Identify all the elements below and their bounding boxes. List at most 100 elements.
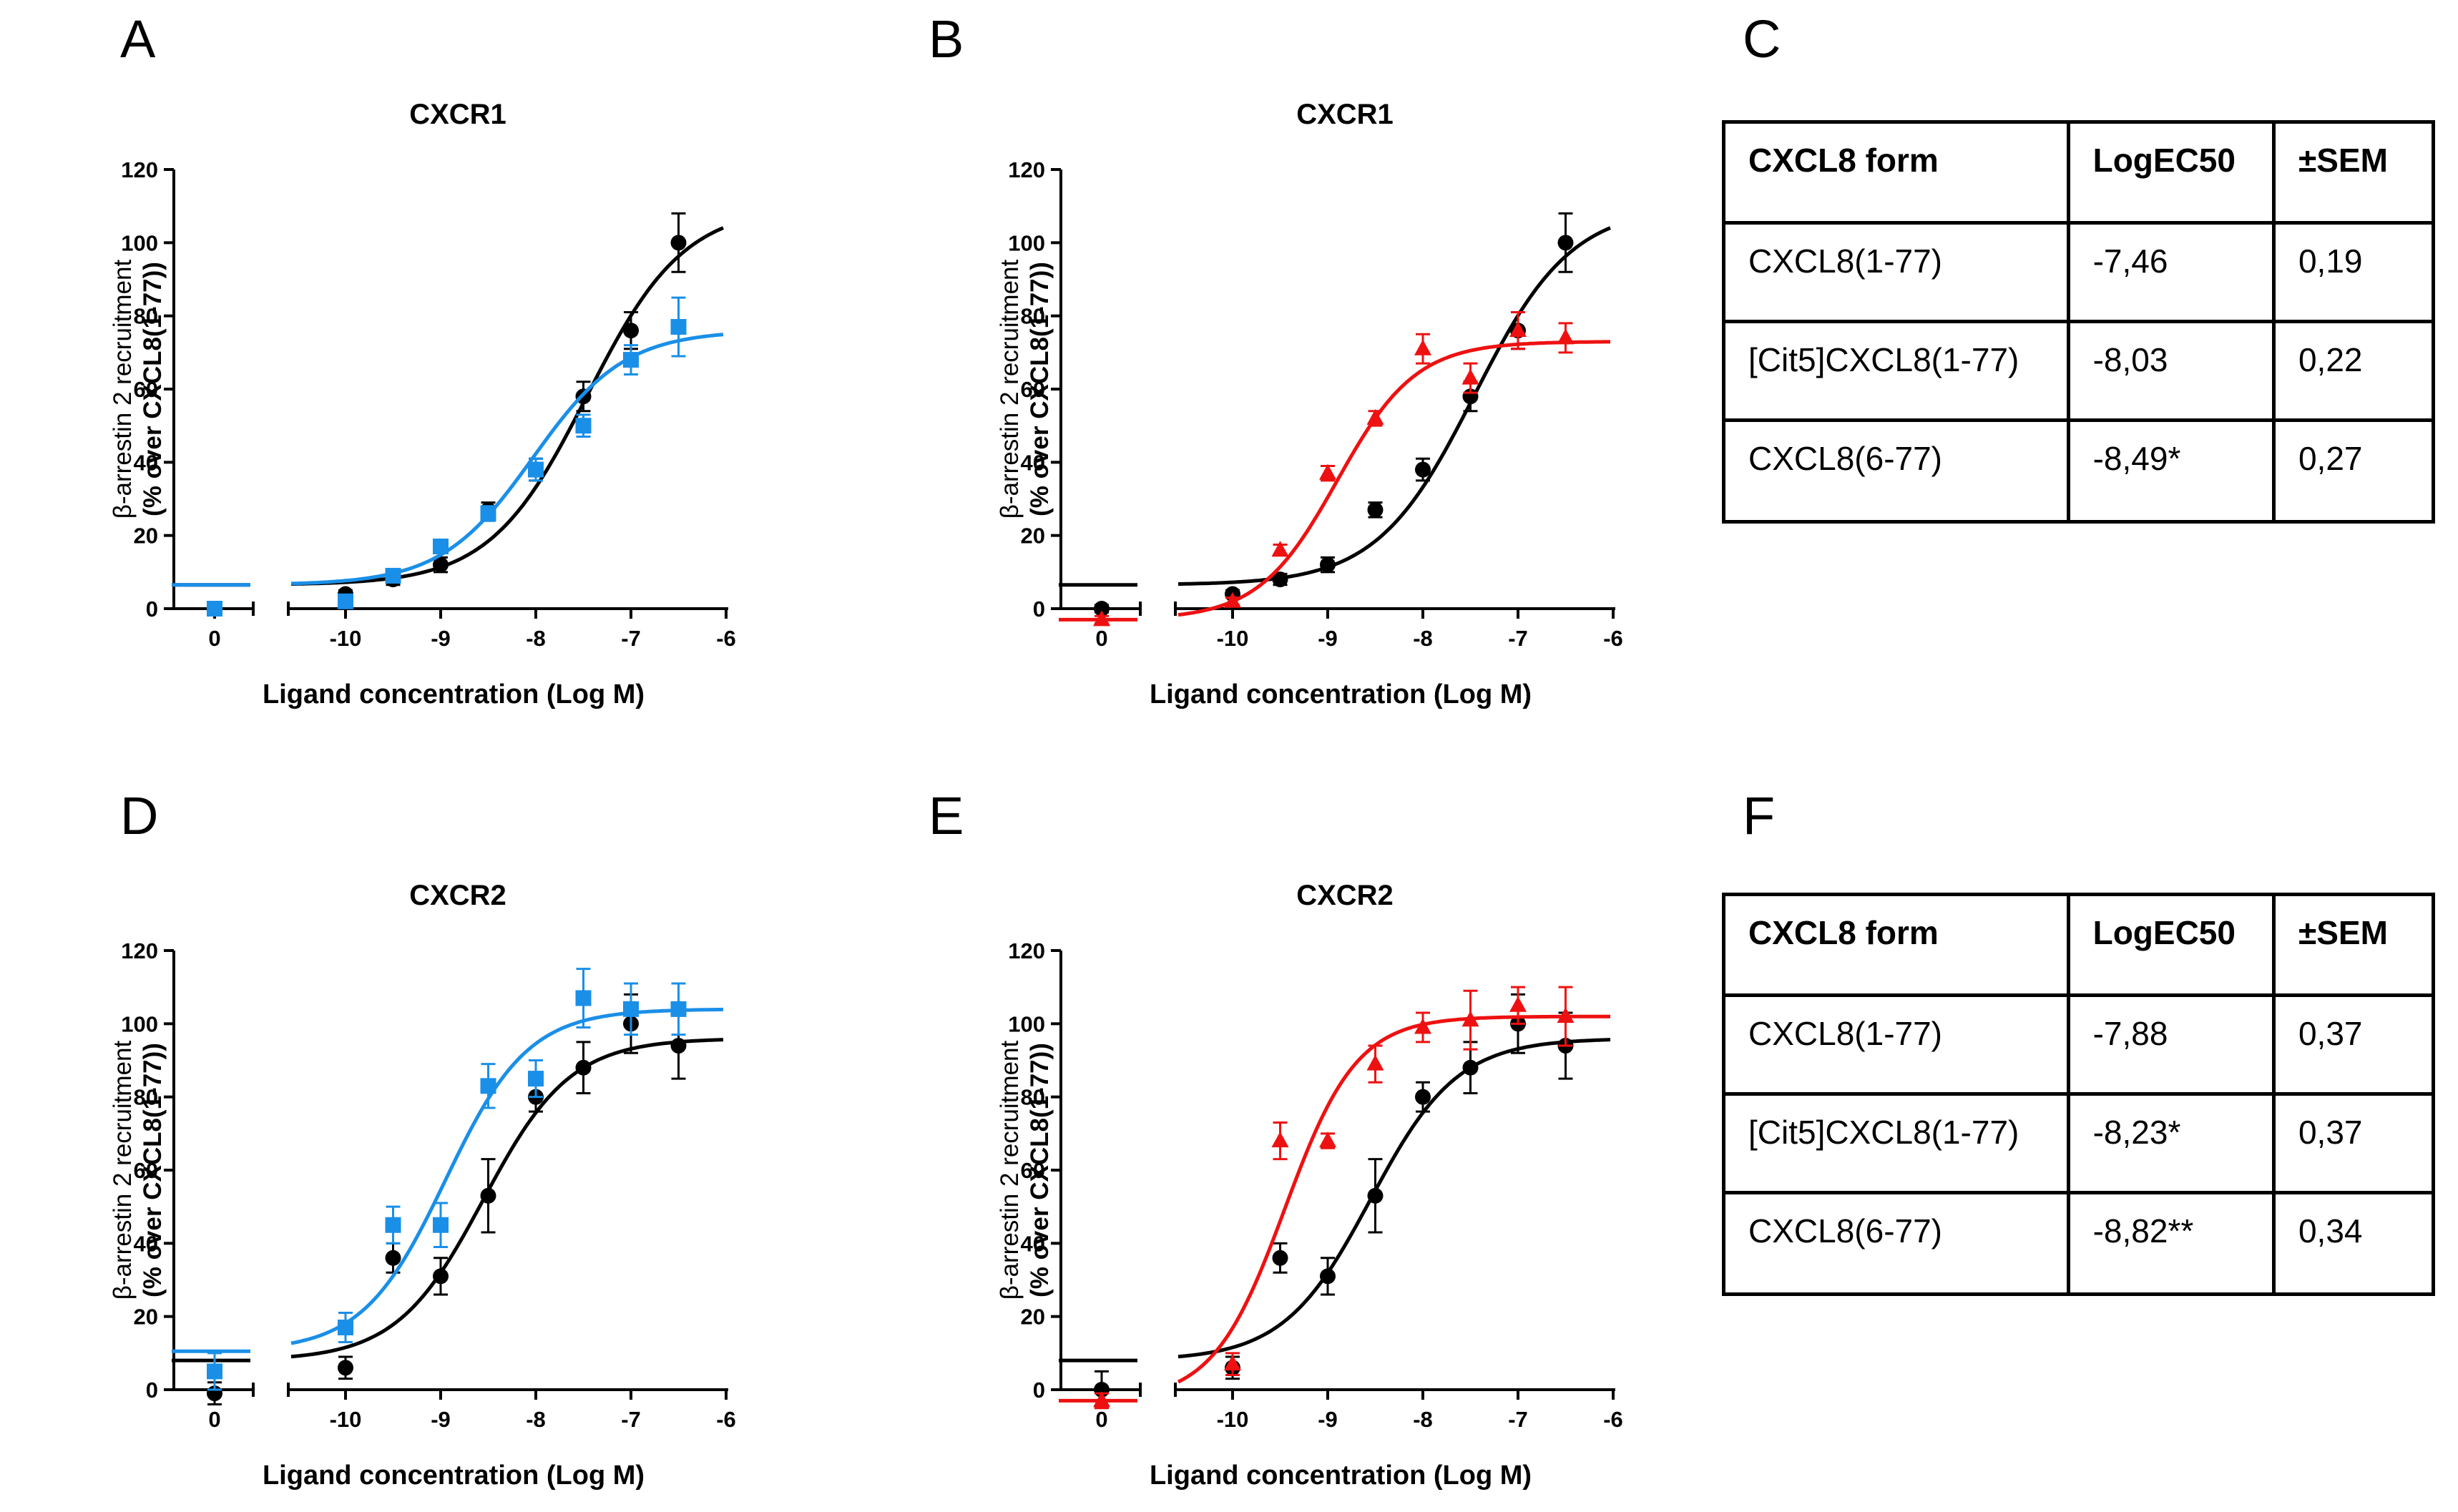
data-point [1509, 321, 1527, 338]
y-tick-label: 80 [134, 1085, 158, 1110]
data-point [1366, 1054, 1384, 1071]
data-point [433, 556, 449, 573]
data-point [575, 990, 592, 1006]
x-tick-label: -9 [1318, 1407, 1338, 1432]
header-logec50: LogEC50 [2066, 120, 2276, 225]
data-point [1319, 1131, 1336, 1148]
y-axis-label: (% over CXCL8(1-77)) [1026, 1043, 1054, 1297]
header-cxcl8-form: CXCL8 form [1722, 893, 2070, 997]
x-tick-label: -10 [1217, 1407, 1249, 1432]
chart-title: CXCR2 [409, 880, 506, 911]
data-point [338, 1360, 353, 1376]
data-point [1414, 1018, 1431, 1034]
y-tick-label: 80 [1021, 304, 1045, 329]
data-point [1461, 1011, 1479, 1027]
data-point [1224, 1355, 1241, 1371]
y-tick-label: 20 [134, 524, 158, 549]
y-tick-label: 60 [134, 1158, 158, 1183]
data-point [1557, 1007, 1575, 1023]
table-f-logec50: CXCL8 form LogEC50 ±SEM CXCL8(1-77) -7,8… [1722, 893, 2436, 1296]
data-point [1272, 571, 1288, 588]
cell-form: [Cit5]CXCL8(1-77) [1722, 320, 2070, 422]
data-point [1414, 339, 1431, 355]
x-tick-label: -9 [1318, 626, 1338, 651]
header-logec50: LogEC50 [2066, 893, 2276, 997]
y-tick-label: 120 [1008, 157, 1045, 182]
y-tick-label: 120 [121, 157, 158, 182]
table-row: CXCL8(1-77) -7,88 0,37 [1722, 993, 2436, 1096]
series-cxcl8-1-77- [172, 993, 724, 1405]
header-sem: ±SEM [2271, 893, 2436, 997]
y-tick-label: 100 [1008, 1011, 1045, 1036]
data-point [623, 323, 639, 339]
cell-logec50: -8,03 [2066, 320, 2276, 422]
data-point [1557, 235, 1574, 251]
fit-curve [1178, 226, 1611, 586]
y-tick-label: 60 [1021, 1158, 1045, 1183]
y-tick-label: 60 [1021, 377, 1045, 402]
chart-panel-b: CXCR1 0 20 40 60 80 100 120 0 -10 -9 -8 -7 -6 Ligand c… [996, 99, 1623, 710]
data-point [1093, 610, 1110, 627]
cell-sem: 0,22 [2271, 320, 2436, 422]
x-tick-label: -6 [716, 626, 736, 651]
table-header-row: CXCL8 form LogEC50 ±SEM [1722, 893, 2436, 997]
data-point [670, 235, 687, 251]
y-tick-label: 100 [121, 1011, 158, 1036]
x-axis-label: Ligand concentration (Log M) [263, 679, 645, 710]
data-point [670, 1038, 687, 1054]
y-axis-label: β-arrestin 2 recruitment [996, 260, 1024, 519]
data-point [1320, 1268, 1336, 1285]
data-point [528, 461, 544, 478]
header-cxcl8-form: CXCL8 form [1722, 120, 2070, 225]
cell-sem: 0,27 [2271, 418, 2436, 524]
cell-logec50: -8,49* [2066, 418, 2276, 524]
x-tick-label: 0 [208, 626, 220, 651]
data-point [480, 1078, 496, 1094]
table-header-row: CXCL8 form LogEC50 ±SEM [1722, 120, 2436, 225]
chart-panel-e: CXCR2 0 20 40 60 80 100 120 0 -10 -9 -8 -7 -6 Ligand c… [996, 880, 1623, 1491]
y-axis-label: β-arrestin 2 recruitment [109, 1041, 137, 1300]
data-point [480, 1187, 496, 1204]
y-tick-label: 20 [134, 1305, 158, 1330]
data-point [1094, 601, 1110, 617]
data-point [207, 601, 222, 617]
x-tick-label: -7 [1508, 1407, 1528, 1432]
chart-panel-a: CXCR1 0 20 40 60 80 100 120 0 -10 -9 -8 -7 -6 Ligand c… [109, 99, 736, 710]
fit-curve [290, 1007, 724, 1345]
data-point [1367, 1187, 1384, 1204]
y-tick-label: 20 [1021, 1305, 1045, 1330]
fit-curve [290, 1038, 724, 1359]
data-point [1093, 1391, 1110, 1408]
data-point [1224, 591, 1241, 608]
y-tick-label: 0 [1033, 1378, 1045, 1403]
y-tick-label: 0 [146, 597, 158, 622]
data-point [385, 1250, 401, 1266]
cell-sem: 0,37 [2271, 1092, 2436, 1194]
data-point [575, 1059, 592, 1076]
y-tick-label: 80 [134, 304, 158, 329]
fit-curve [290, 333, 724, 586]
y-axis-label: (% over CXCL8(1-77)) [139, 1043, 167, 1297]
data-point [1367, 501, 1384, 518]
data-point [670, 1001, 687, 1017]
data-point [1319, 463, 1336, 480]
y-tick-label: 100 [1008, 230, 1045, 255]
data-point [1415, 461, 1431, 478]
cell-sem: 0,37 [2271, 993, 2436, 1096]
data-point [670, 319, 687, 335]
y-tick-label: 120 [1008, 938, 1045, 963]
x-axis-label: Ligand concentration (Log M) [263, 1461, 645, 1491]
series-cxcl8-1-77- [1059, 993, 1611, 1410]
data-point [1415, 1089, 1431, 1105]
y-axis-label: β-arrestin 2 recruitment [996, 1041, 1024, 1300]
cell-form: CXCL8(1-77) [1722, 993, 2070, 1096]
chart-title: CXCR2 [1296, 880, 1394, 911]
cell-form: [Cit5]CXCL8(1-77) [1722, 1092, 2070, 1194]
series-cxcl8-6-77- [1059, 311, 1610, 627]
panel-letter-e: E [929, 786, 964, 845]
x-tick-label: -7 [621, 1407, 641, 1432]
x-tick-label: -7 [1508, 626, 1528, 651]
data-point [1271, 541, 1289, 557]
data-point [623, 1001, 639, 1017]
